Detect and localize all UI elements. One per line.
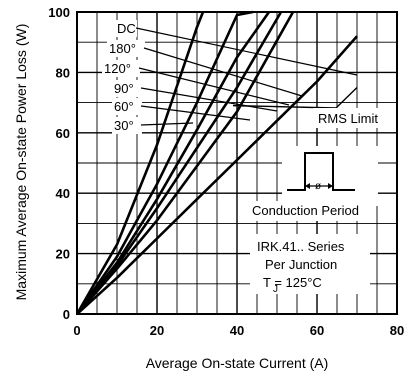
series-leader-dc <box>135 27 358 76</box>
rms-limit-pointer-line <box>335 86 358 109</box>
series-label-60deg: 60° <box>114 99 134 114</box>
x-tick-label: 60 <box>310 323 324 338</box>
y-tick-label: 40 <box>56 186 70 201</box>
x-axis-label: Average On-state Current (A) <box>146 355 329 371</box>
rms-limit-label: RMS Limit <box>318 111 378 126</box>
series-label-bg <box>112 117 142 134</box>
y-tick-label: 100 <box>48 5 70 20</box>
series-line-120deg <box>75 11 283 315</box>
series-label-dc: DC <box>117 21 136 36</box>
series-leader-120deg <box>138 67 290 106</box>
series-label-bg <box>112 80 142 97</box>
series-line-90deg <box>75 11 271 315</box>
conduction-period-icon: ø <box>282 146 378 206</box>
y-tick-label: 20 <box>56 247 70 262</box>
y-tick-label: 0 <box>63 307 70 322</box>
series-leader-90deg <box>140 87 278 112</box>
x-tick-label: 40 <box>230 323 244 338</box>
axis-ticks: 0 20 40 60 80 0 20 40 60 80 100 <box>48 5 404 338</box>
series-leader-30deg <box>140 122 194 126</box>
x-tick-label: 20 <box>150 323 164 338</box>
series-name-label: IRK.41.. Series <box>257 239 345 254</box>
rms-limit-pointer <box>232 86 358 109</box>
series-label-90deg: 90° <box>114 81 134 96</box>
junction-temp-subscript: J <box>273 284 278 295</box>
series-label-180deg: 180° <box>109 41 136 56</box>
series-labels: 30° 60° 90° 120° 180° DC <box>102 20 358 134</box>
series-leader-60deg <box>140 105 251 121</box>
series-label-30deg: 30° <box>114 118 134 133</box>
per-junction-label: Per Junction <box>265 257 337 272</box>
series-label-bg <box>115 20 137 37</box>
y-tick-label: 60 <box>56 126 70 141</box>
y-tick-label: 80 <box>56 65 70 80</box>
series-label-120deg: 120° <box>104 61 131 76</box>
series-line-30deg <box>75 11 205 315</box>
series-label-bg <box>102 60 140 77</box>
series-label-bg <box>112 98 142 115</box>
svg-text:ø: ø <box>315 181 321 192</box>
conduction-period-box <box>247 201 375 221</box>
device-info-box <box>250 234 370 294</box>
x-tick-label: 0 <box>73 323 80 338</box>
series-line-dc <box>76 35 358 315</box>
conduction-period-label: Conduction Period <box>252 203 359 218</box>
y-axis-label: Maximum Average On-state Power Loss (W) <box>13 24 29 301</box>
x-tick-label: 80 <box>390 323 404 338</box>
series-leader-180deg <box>143 47 303 97</box>
junction-temp-label: T = 125°C <box>263 275 322 290</box>
series-label-bg <box>107 40 145 57</box>
plot-frame <box>76 11 398 315</box>
rms-limit-label-box <box>313 108 391 128</box>
series-line-60deg <box>75 10 254 315</box>
